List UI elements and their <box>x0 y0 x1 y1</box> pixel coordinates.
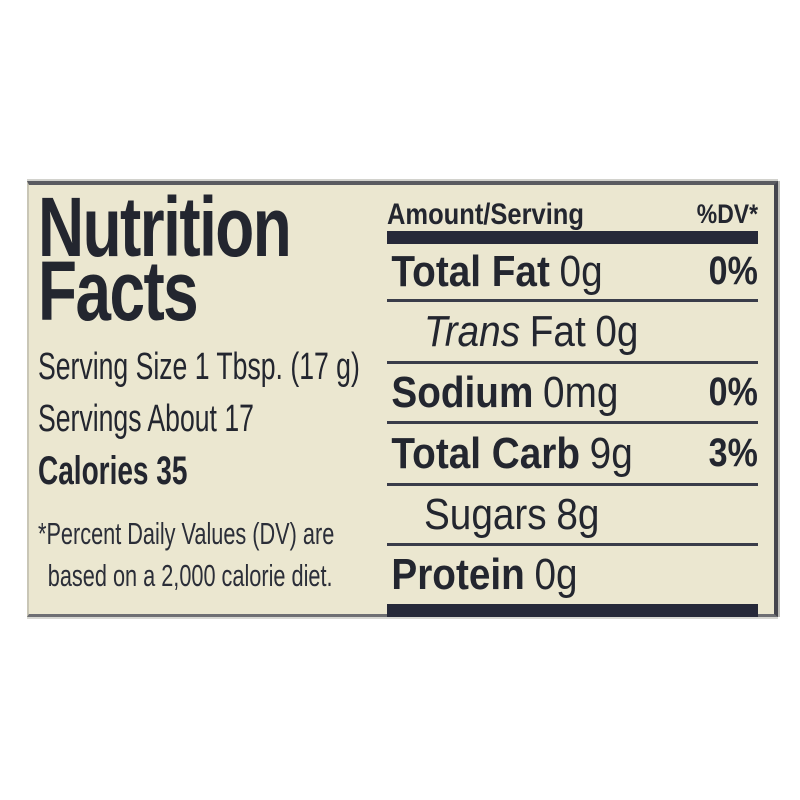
sugars-label: Sugars 8g <box>423 489 600 539</box>
footer-divider-bar <box>387 604 758 617</box>
amount-serving-table: Amount/Serving %DV* Total Fat 0g 0% Trans… <box>387 200 758 617</box>
row-total-carb: Total Carb 9g 3% <box>387 424 758 486</box>
title-line-2: Facts <box>38 244 199 338</box>
row-sugars: Sugars 8g <box>387 486 758 546</box>
amount-serving-header: Amount/Serving <box>387 198 584 231</box>
daily-values-footnote: *Percent Daily Values (DV) are based on … <box>38 513 334 597</box>
nutrition-facts-title: Nutrition Facts <box>38 180 292 338</box>
title-line-1: Nutrition <box>38 180 292 274</box>
total-fat-dv-value: 0% <box>708 249 758 293</box>
percent-dv-header: %DV* <box>696 199 758 229</box>
total-fat-label: Total Fat 0g <box>391 246 603 296</box>
row-protein: Protein 0g <box>387 546 758 604</box>
servings-count-text: Servings About 17 <box>38 398 254 440</box>
row-trans-fat: Trans Fat 0g <box>387 302 758 364</box>
nutrition-label: Nutrition Facts Serving Size 1 Tbsp. (17… <box>27 181 778 617</box>
row-sodium: Sodium 0mg 0% <box>387 364 758 424</box>
sodium-dv-value: 0% <box>708 370 758 414</box>
sodium-label: Sodium 0mg <box>391 367 619 417</box>
row-total-fat: Total Fat 0g 0% <box>387 244 758 302</box>
footnote-line-2: based on a 2,000 calorie diet. <box>47 558 333 593</box>
total-carb-label: Total Carb 9g <box>391 428 633 478</box>
protein-label: Protein 0g <box>391 550 578 599</box>
header-divider-bar <box>387 231 758 244</box>
footnote-line-1: *Percent Daily Values (DV) are <box>38 516 335 551</box>
trans-fat-label: Trans Fat 0g <box>423 306 639 356</box>
serving-size-text: Serving Size 1 Tbsp. (17 g) <box>38 346 360 388</box>
total-carb-dv-value: 3% <box>708 431 758 475</box>
calories-text: Calories 35 <box>38 449 188 493</box>
table-header-row: Amount/Serving %DV* <box>387 200 758 231</box>
left-panel: Nutrition Facts Serving Size 1 Tbsp. (17… <box>38 185 386 614</box>
